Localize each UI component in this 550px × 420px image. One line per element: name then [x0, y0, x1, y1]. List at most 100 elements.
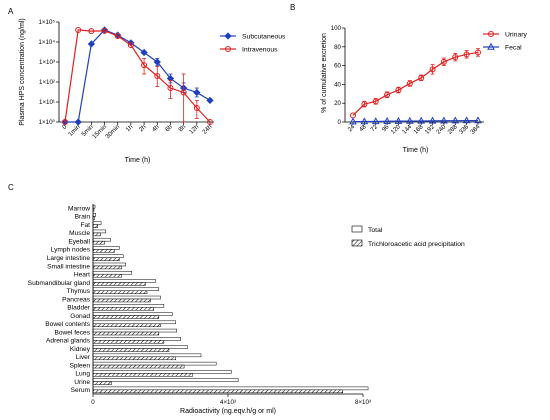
chart-c-bar-total-thymus	[92, 287, 160, 291]
chart-c-bar-total-heart	[92, 270, 133, 275]
chart-c-bars	[92, 204, 369, 394]
chart-a-x-tick-label: 1h	[125, 123, 135, 133]
chart-a-series-subcutaneous	[61, 26, 214, 126]
chart-b-y-tick-label: 20	[334, 100, 341, 107]
panel-b-letter: B	[290, 3, 295, 12]
chart-c-bar-tca-large-intestine	[92, 257, 120, 261]
chart-a-x-tick-label: 6h	[164, 123, 174, 133]
chart-b-point-fecal	[371, 117, 380, 125]
chart-c-x-axis-title: Radioactivity (ng.eqv.h/g or ml)	[180, 408, 276, 415]
chart-a-point-intravenous	[141, 62, 148, 69]
chart-b-point-fecal	[394, 116, 403, 124]
chart-c-category-label: Urine	[74, 379, 90, 386]
chart-b-legend-urinary: Urinary	[505, 32, 528, 39]
chart-c-category-label: Brain	[75, 214, 91, 221]
chart-b-x-tick-label: 96	[381, 123, 391, 133]
chart-c-bar-total-spleen	[92, 361, 217, 366]
chart-a-y-tick-label: 1×10³	[39, 59, 55, 66]
chart-b-point-urinary	[418, 74, 425, 81]
chart-a-point-subcutaneous	[140, 48, 148, 57]
chart-c-bar-tca-kidney	[92, 348, 170, 352]
chart-c-category-label: Large intestine	[47, 255, 91, 262]
chart-c-category-label: Liver	[76, 354, 91, 361]
chart-a-y-axis-title: Plasma HPS concentration (ng/ml)	[19, 18, 26, 125]
chart-a-point-intravenous	[207, 119, 213, 125]
chart-c-bar-total-large-intestine	[92, 254, 124, 258]
chart-c-bar-tca-thymus	[92, 290, 148, 294]
chart-c-bar-total-pancreas	[92, 295, 161, 300]
chart-a-y-tick-label: 1×10⁰	[39, 119, 56, 126]
chart-a-x-tick-label: 4h	[151, 123, 161, 133]
chart-a-point-intravenous	[75, 26, 82, 33]
panel-a-letter: A	[8, 7, 14, 16]
chart-c-legend-swatch-tca	[351, 239, 363, 247]
chart-c-legend-total: Total	[368, 227, 383, 234]
chart-b-x-tick-label: 48	[358, 123, 368, 133]
chart-a-series-intravenous	[62, 26, 213, 125]
chart-a-y-tick-label: 1×10⁴	[38, 39, 55, 46]
chart-a-x-axis-title: Time (h)	[125, 157, 151, 164]
chart-c-category-label: Bowel contents	[45, 321, 90, 328]
chart-b-point-fecal	[440, 116, 448, 124]
chart-b-line-fecal	[352, 119, 478, 123]
chart-c-category-label: Marrow	[68, 205, 90, 212]
chart-c-bar-tca-liver	[92, 356, 176, 361]
chart-c-bar-total-kidney	[92, 345, 188, 349]
chart-c-bar-tca-pancreas	[92, 298, 151, 303]
chart-b-y-tick-label: 60	[334, 63, 341, 70]
chart-a-point-subcutaneous	[87, 40, 95, 48]
chart-c-legend-marks	[351, 225, 363, 247]
chart-a-line-subcutaneous	[65, 29, 211, 123]
chart-c-category-label: Muscle	[69, 230, 90, 237]
chart-c-bar-tca-eyeball	[92, 240, 105, 245]
chart-b-y-tick-label: 0	[338, 119, 342, 126]
chart-c-category-label: Lymph nodes	[51, 247, 91, 254]
chart-c-bar-total-small-intestine	[92, 262, 126, 267]
chart-b-point-urinary	[395, 87, 402, 94]
chart-c-category-label: Eyeball	[68, 238, 90, 245]
chart-a-legend-marker	[224, 32, 232, 40]
chart-b-x-tick-label: 144	[401, 123, 414, 136]
chart-a-point-intravenous	[62, 119, 68, 125]
chart-b-legend-marks	[483, 31, 499, 50]
chart-c-bar-tca-bowel-contents	[92, 323, 161, 328]
chart-a-x-tick-label: 30min	[104, 123, 121, 140]
chart-a-legend-marker	[225, 46, 231, 52]
chart-a-legend-marks	[220, 32, 236, 52]
chart-c-bar-tca-fat	[92, 224, 98, 228]
chart-b-cumulative-excretion: 0 20 40 60 80 100 24 48 72 96 120 144 168 192 240 288 33…	[321, 25, 528, 154]
chart-c-bar-total-bladder	[92, 304, 165, 308]
chart-a-legend-subcutaneous: Subcutaneous	[242, 34, 286, 41]
chart-c-category-label: Spleen	[69, 362, 90, 369]
chart-b-line-urinary	[352, 51, 479, 116]
chart-a-x-tick-label: 8h	[177, 123, 187, 133]
chart-a-line-intravenous	[64, 29, 211, 123]
chart-c-bar-total-muscle	[92, 229, 107, 234]
chart-b-x-tick-label: 240	[435, 123, 448, 136]
chart-b-point-fecal	[428, 116, 437, 124]
chart-c-bar-tca-bladder	[92, 307, 154, 311]
chart-c-bar-tca-lymph-nodes	[92, 249, 115, 253]
chart-c-bar-tca-muscle	[92, 232, 101, 237]
chart-b-legend-marker	[488, 31, 494, 37]
chart-c-x-tick-label: 0	[91, 399, 95, 406]
chart-c-bar-tca-serum	[92, 389, 343, 394]
chart-a-legend: Subcutaneous Intravenous	[220, 32, 286, 54]
chart-b-point-urinary	[406, 80, 413, 87]
chart-c-bar-total-eyeball	[92, 237, 111, 242]
chart-c-bar-tca-urine	[92, 381, 112, 385]
chart-b-point-urinary	[361, 101, 368, 108]
chart-b-point-fecal	[462, 116, 471, 124]
chart-b-x-tick-label: 24	[347, 123, 357, 133]
chart-a-y-tick-label: 1×10¹	[39, 99, 55, 106]
chart-b-x-tick-label: 192	[424, 123, 437, 136]
chart-b-point-fecal	[360, 117, 369, 125]
chart-a-point-intravenous	[167, 85, 174, 92]
chart-b-point-urinary	[452, 54, 459, 61]
chart-b-y-axis-title: % of cumulative excretion	[321, 33, 328, 113]
chart-b-x-tick-label: 288	[446, 123, 459, 136]
chart-a-y-tick-label: 1×10²	[39, 79, 55, 86]
